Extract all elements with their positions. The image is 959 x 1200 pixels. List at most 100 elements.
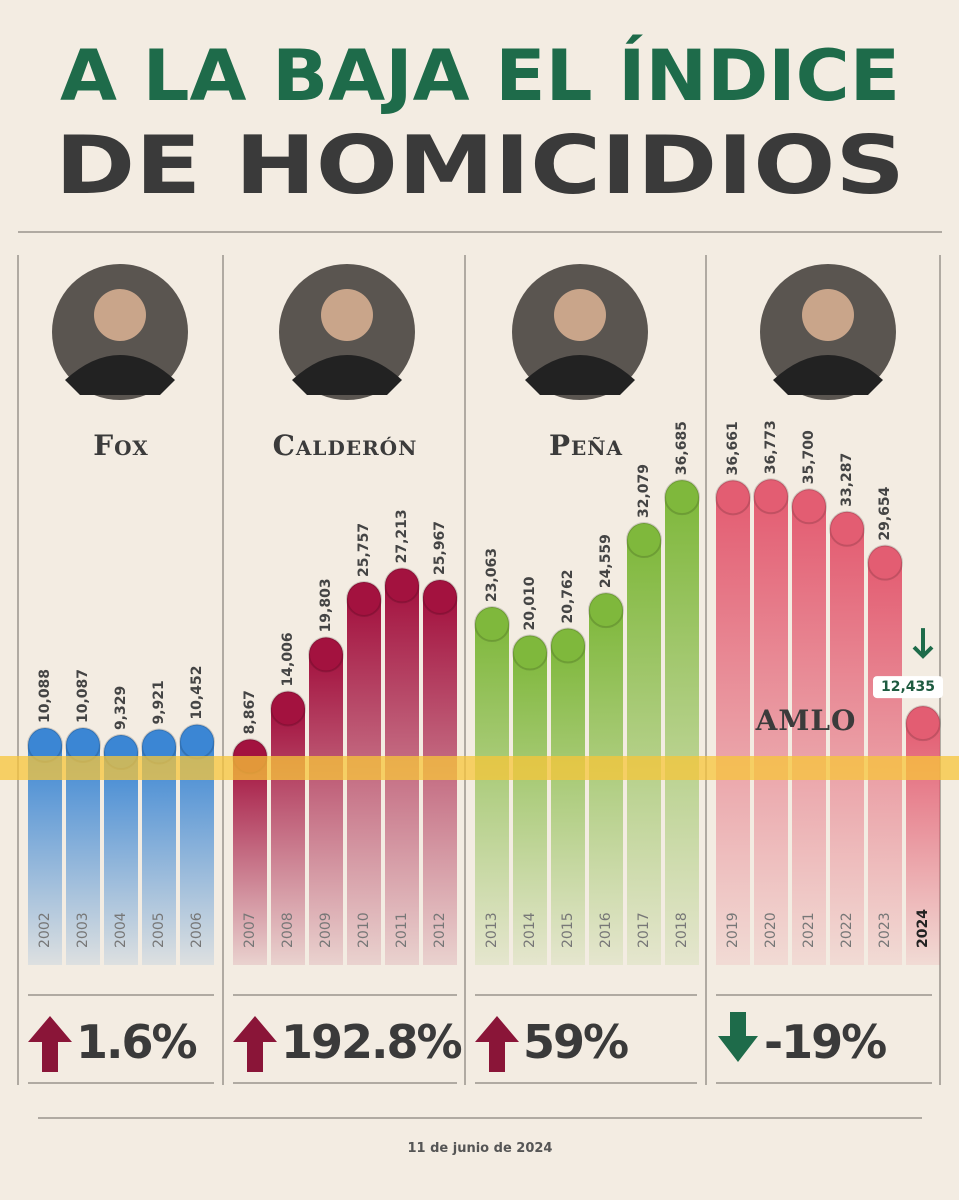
bar-cap	[384, 567, 420, 604]
value-label: 20,010	[522, 576, 538, 630]
portrait-body	[773, 355, 883, 395]
value-label: 9,921	[151, 680, 167, 724]
down-arrow	[912, 628, 934, 659]
bar	[627, 540, 661, 965]
bar	[271, 708, 305, 965]
bar	[716, 497, 750, 965]
bar-cap	[308, 636, 344, 673]
year-label: 2024	[915, 909, 931, 948]
bar	[830, 528, 864, 965]
bar-cap	[626, 522, 662, 559]
value-label: 33,287	[839, 453, 855, 507]
bar	[347, 598, 381, 965]
value-label: 36,773	[763, 420, 779, 474]
value-label: 23,063	[484, 548, 500, 602]
president-name: Fox	[93, 429, 148, 462]
bar	[104, 752, 138, 965]
change-label: 59%	[523, 1015, 628, 1069]
value-label: 25,967	[432, 521, 448, 575]
bar	[66, 744, 100, 965]
change-arrow	[475, 1016, 519, 1072]
year-label: 2011	[394, 912, 410, 948]
bar	[551, 645, 585, 965]
president-name: Peña	[549, 429, 623, 462]
bar	[513, 652, 547, 965]
value-label: 14,006	[280, 632, 296, 686]
year-label: 2022	[839, 912, 855, 948]
value-label: 27,213	[394, 509, 410, 563]
bar-cap	[422, 578, 458, 615]
year-label: 2003	[75, 912, 91, 948]
value-label: 25,757	[356, 523, 372, 577]
portrait-face	[94, 289, 146, 341]
bar	[475, 624, 509, 965]
year-label: 2019	[725, 912, 741, 948]
title: A LA BAJA EL ÍNDICE	[60, 35, 900, 117]
bar-cap	[346, 580, 382, 617]
value-label: 29,654	[877, 486, 893, 540]
value-label: 19,803	[318, 578, 334, 632]
bar-cap	[270, 690, 306, 727]
portrait-face	[802, 289, 854, 341]
bar	[28, 744, 62, 965]
change-arrow	[233, 1016, 277, 1072]
year-label: 2005	[151, 912, 167, 948]
bar-cap	[905, 705, 941, 742]
bar-cap	[550, 627, 586, 664]
value-label: 36,661	[725, 421, 741, 475]
labels: Fox 2002 10,088 2003 10,087 2004 9,329 2005 9,92…	[28, 420, 943, 1072]
bar	[589, 610, 623, 965]
bar	[754, 496, 788, 965]
highlight-band	[0, 756, 959, 780]
date: 11 de junio de 2024	[408, 1141, 553, 1156]
year-label: 2014	[522, 912, 538, 948]
value-label: 10,088	[37, 669, 53, 723]
change-label: 1.6%	[76, 1015, 196, 1069]
bar	[792, 506, 826, 965]
portrait-body	[525, 355, 635, 395]
portrait-face	[554, 289, 606, 341]
bar-cap	[829, 510, 865, 547]
year-label: 2016	[598, 912, 614, 948]
bar-cap	[179, 723, 215, 760]
change-label: -19%	[764, 1015, 886, 1069]
change-arrow	[718, 1012, 758, 1062]
year-label: 2018	[674, 912, 690, 948]
bar-cap	[753, 478, 789, 515]
year-label: 2017	[636, 912, 652, 948]
year-label: 2013	[484, 912, 500, 948]
value-label: 12,435	[881, 679, 935, 695]
president-name: Calderón	[273, 429, 418, 462]
bar	[423, 596, 457, 965]
bar-cap	[715, 479, 751, 516]
year-label: 2012	[432, 912, 448, 948]
portrait-body	[292, 355, 402, 395]
year-label: 2007	[242, 912, 258, 948]
year-label: 2006	[189, 912, 205, 948]
portrait-face	[321, 289, 373, 341]
value-label: 9,329	[113, 686, 129, 730]
value-label: 10,452	[189, 666, 205, 720]
year-label: 2009	[318, 912, 334, 948]
year-label: 2015	[560, 912, 576, 948]
bar-cap	[664, 479, 700, 516]
year-label: 2023	[877, 912, 893, 948]
value-label: 36,685	[674, 421, 690, 475]
year-label: 2021	[801, 912, 817, 948]
bar-cap	[512, 634, 548, 671]
year-label: 2010	[356, 912, 372, 948]
year-label: 2002	[37, 912, 53, 948]
value-label: 32,079	[636, 464, 652, 518]
value-label: 10,087	[75, 669, 91, 723]
year-label: 2020	[763, 912, 779, 948]
value-label: 8,867	[242, 690, 258, 734]
subtitle: DE HOMICIDIOS	[55, 119, 905, 212]
bar-cap	[474, 606, 510, 643]
value-label-box	[873, 676, 943, 699]
change-arrow	[28, 1016, 72, 1072]
president-name: AMLO	[755, 704, 857, 737]
change-label: 192.8%	[281, 1015, 462, 1069]
bar	[233, 756, 267, 965]
year-label: 2004	[113, 912, 129, 948]
